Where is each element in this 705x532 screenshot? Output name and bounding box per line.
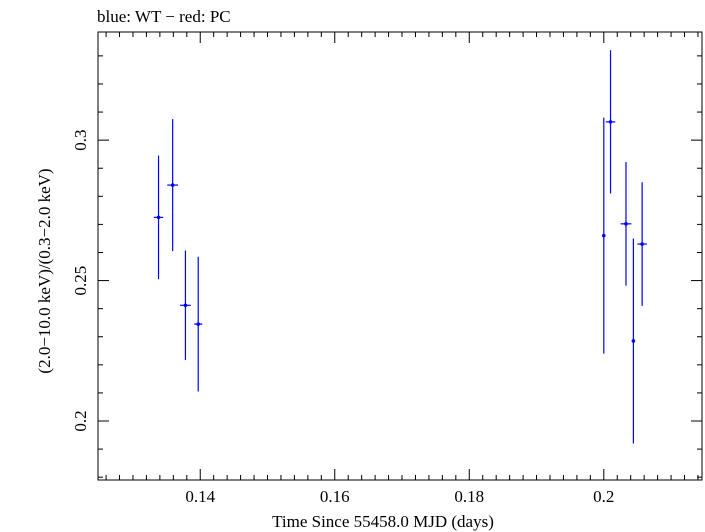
x-axis-label: Time Since 55458.0 MJD (days): [272, 512, 494, 531]
x-tick-label: 0.18: [454, 487, 484, 506]
x-tick-label: 0.2: [593, 487, 614, 506]
chart-title: blue: WT − red: PC: [97, 7, 231, 26]
y-tick-label: 0.25: [71, 266, 90, 296]
data-point: [601, 117, 606, 354]
point-marker: [624, 222, 628, 226]
x-tick-label: 0.14: [185, 487, 215, 506]
point-marker: [170, 183, 175, 187]
point-marker: [183, 303, 188, 308]
point-marker: [640, 242, 644, 246]
data-point: [605, 50, 616, 194]
plot-frame: [97, 31, 703, 481]
y-axis-label: (2.0−10.0 keV)/(0.3−2.0 keV): [35, 168, 54, 373]
y-tick-label: 0.3: [71, 130, 90, 151]
axis-ticks: 0.14 0.16 0.18 0.2 0.2 0.25 0.3: [71, 32, 702, 506]
point-marker: [156, 215, 161, 220]
point-marker: [196, 322, 201, 326]
data-point: [620, 162, 632, 286]
data-point: [180, 250, 191, 361]
point-marker: [608, 120, 613, 124]
data-point: [153, 155, 164, 280]
data-point: [637, 182, 647, 306]
data-points: [153, 50, 647, 444]
point-marker: [601, 233, 606, 238]
y-tick-label: 0.2: [71, 410, 90, 431]
data-point: [167, 119, 179, 252]
point-marker: [631, 339, 636, 343]
data-point: [194, 256, 203, 392]
data-point: [631, 238, 636, 444]
x-tick-label: 0.16: [320, 487, 350, 506]
